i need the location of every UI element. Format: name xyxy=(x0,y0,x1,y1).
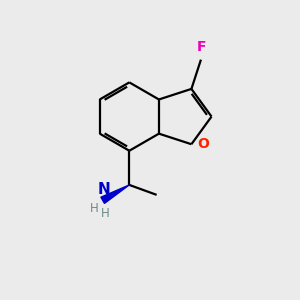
Text: O: O xyxy=(197,137,208,151)
Text: N: N xyxy=(98,182,110,197)
Polygon shape xyxy=(101,185,129,203)
Text: H: H xyxy=(101,207,110,220)
Text: F: F xyxy=(197,40,206,54)
Text: H: H xyxy=(90,202,99,215)
